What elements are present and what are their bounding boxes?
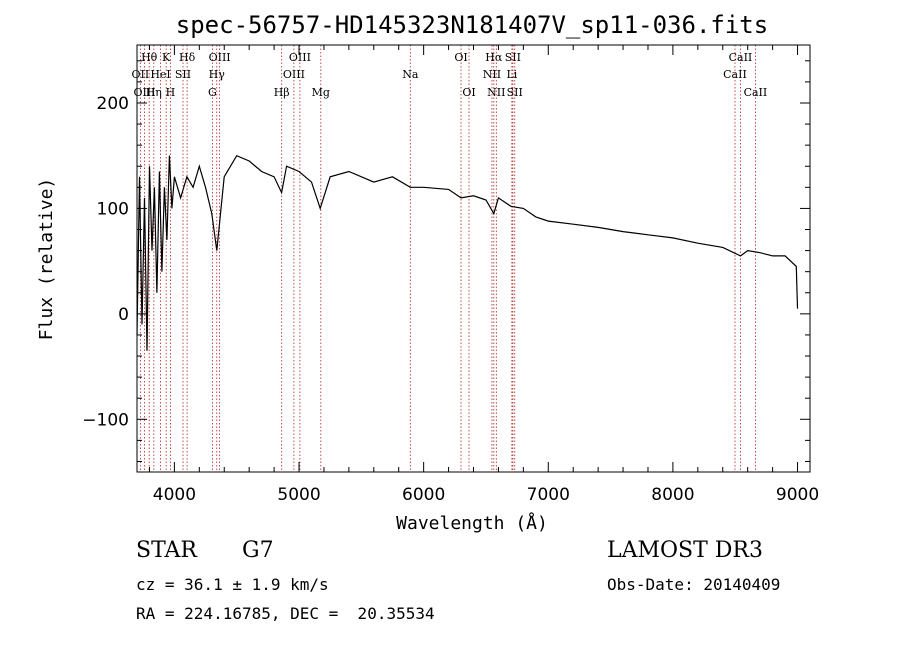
y-tick-label: 0 — [118, 305, 129, 325]
line-label: SII — [175, 68, 191, 81]
x-tick-label: 8000 — [651, 485, 694, 505]
chart-title: spec-56757-HD145323N181407V_sp11-036.fit… — [176, 11, 768, 39]
line-label: Hγ — [209, 68, 226, 81]
x-tick-label: 9000 — [776, 485, 819, 505]
line-label: CaII — [744, 86, 768, 99]
line-label: OI — [454, 51, 467, 64]
line-label: Li — [506, 68, 517, 81]
line-label: SII — [507, 86, 523, 99]
line-label: Hδ — [179, 51, 196, 64]
plot-frame — [136, 44, 811, 473]
line-label: OIII — [209, 51, 231, 64]
line-label: Hθ — [141, 51, 158, 64]
emission-line-markers — [139, 45, 756, 472]
spectrum-line — [136, 154, 799, 351]
line-label: H — [166, 86, 176, 99]
y-tick-label: 100 — [97, 199, 129, 219]
line-label: HeI — [150, 68, 170, 81]
line-label: OII — [132, 68, 150, 81]
x-tick-label: 4000 — [153, 485, 196, 505]
line-label: K — [162, 51, 171, 64]
line-label: OIII — [289, 51, 311, 64]
line-label: OIII — [283, 68, 305, 81]
line-label: OIII — [133, 86, 155, 99]
y-axis-label: Flux (relative) — [36, 178, 57, 341]
x-tick-label: 7000 — [527, 485, 570, 505]
line-label: NII — [487, 86, 505, 99]
line-label: OI — [462, 86, 475, 99]
object-subclass: G7 — [242, 538, 274, 563]
emission-line-labels: Hθ OII OIII K HeI Hη Hδ SII H OIII Hγ G OIII OIII Hβ Mg… — [132, 51, 768, 99]
x-tick-label: 6000 — [402, 485, 445, 505]
line-label: Hα — [485, 51, 503, 64]
y-tick-label: 200 — [97, 94, 129, 114]
line-label: NII — [483, 68, 501, 81]
observation-date: Obs-Date: 20140409 — [607, 575, 781, 594]
object-class: STAR — [136, 538, 197, 563]
redshift-velocity: cz = 36.1 ± 1.9 km/s — [136, 575, 329, 594]
y-tick-label: −100 — [82, 410, 129, 430]
sky-coordinates: RA = 224.16785, DEC = 20.35534 — [136, 604, 435, 623]
survey-name: LAMOST DR3 — [607, 538, 763, 563]
line-label: CaII — [723, 68, 747, 81]
x-axis-label: Wavelength (Å) — [396, 512, 548, 534]
line-label: G — [208, 86, 217, 99]
x-tick-label: 5000 — [277, 485, 320, 505]
line-label: Na — [402, 68, 419, 81]
line-label: CaII — [729, 51, 753, 64]
line-label: SII — [505, 51, 521, 64]
line-label: Hβ — [274, 86, 290, 99]
axis-ticks: 4000 5000 6000 7000 8000 9000 −100 0 100 200 — [82, 45, 819, 505]
line-label: Hη — [146, 86, 162, 99]
line-label: Mg — [312, 86, 330, 99]
